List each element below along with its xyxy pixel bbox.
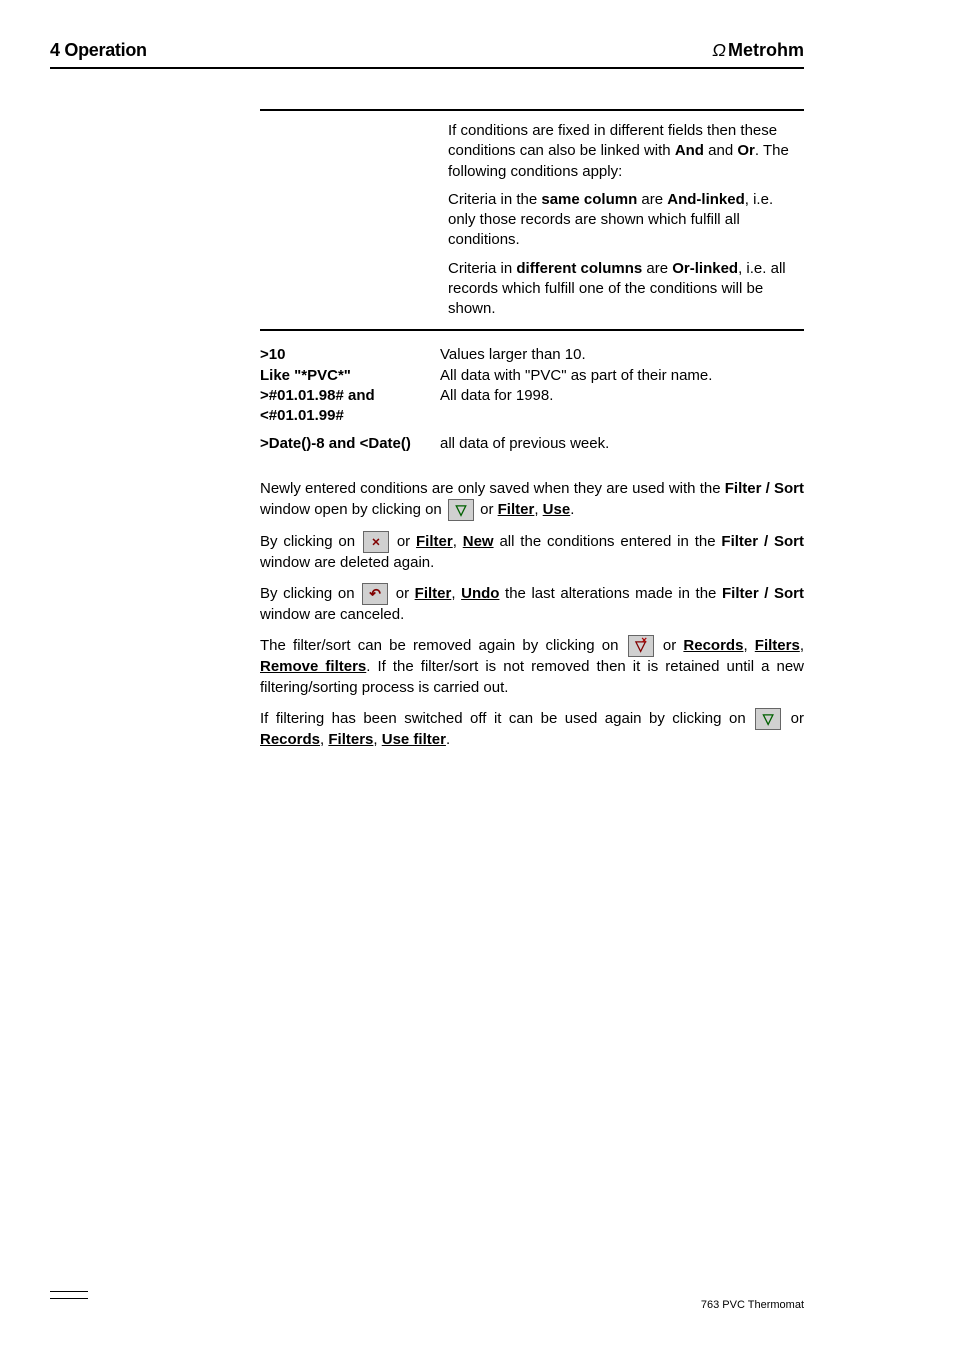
example-left: >#01.01.98# and <#01.01.99# xyxy=(260,386,430,427)
example-row: >10 Values larger than 10. xyxy=(260,345,804,365)
example-left: Like "*PVC*" xyxy=(260,366,430,386)
funnel-icon[interactable]: ▽ xyxy=(755,708,781,730)
linked-conditions-table: If conditions are fixed in different fie… xyxy=(260,117,804,323)
paragraph-delete-conditions: By clicking on × or Filter, New all the … xyxy=(260,531,804,573)
page: 4 Operation ΩMetrohm If conditions are f… xyxy=(0,0,954,1351)
undo-icon[interactable]: ↶ xyxy=(362,583,388,605)
paragraph-remove-filter: The filter/sort can be removed again by … xyxy=(260,635,804,698)
example-left: >10 xyxy=(260,345,430,365)
page-number-line xyxy=(50,1298,88,1299)
footer-text: 763 PVC Thermomat xyxy=(701,1299,804,1311)
cond-text-2: Criteria in the same column are And-link… xyxy=(442,186,804,255)
example-left: >Date()-8 and <Date() xyxy=(260,434,430,454)
page-header: 4 Operation ΩMetrohm xyxy=(50,40,804,69)
funnel-icon[interactable]: ▽ xyxy=(448,499,474,521)
funnel-remove-icon[interactable]: ▽× xyxy=(628,635,654,657)
example-row: Like "*PVC*" All data with "PVC" as part… xyxy=(260,366,804,386)
cond-text-3: Criteria in different columns are Or-lin… xyxy=(442,255,804,324)
linked-conditions-box: If conditions are fixed in different fie… xyxy=(260,109,804,331)
content-area: If conditions are fixed in different fie… xyxy=(260,109,804,750)
header-section-title: 4 Operation xyxy=(50,40,712,61)
example-right: all data of previous week. xyxy=(440,434,804,454)
example-right: Values larger than 10. xyxy=(440,345,804,365)
paragraph-save-conditions: Newly entered conditions are only saved … xyxy=(260,479,804,521)
examples-block: >10 Values larger than 10. Like "*PVC*" … xyxy=(260,345,804,454)
cond-text-1: If conditions are fixed in different fie… xyxy=(442,117,804,186)
table-row: Criteria in different columns are Or-lin… xyxy=(260,255,804,324)
page-number-block xyxy=(50,1285,88,1305)
page-number-line xyxy=(50,1291,88,1292)
brand-text: Metrohm xyxy=(728,40,804,61)
paragraph-reuse-filter: If filtering has been switched off it ca… xyxy=(260,708,804,750)
paragraph-undo: By clicking on ↶ or Filter, Undo the las… xyxy=(260,583,804,625)
x-icon[interactable]: × xyxy=(363,531,389,553)
header-brand: ΩMetrohm xyxy=(712,40,804,61)
metrohm-omega-icon: Ω xyxy=(712,40,726,61)
examples-label xyxy=(260,117,442,186)
example-row: >Date()-8 and <Date() all data of previo… xyxy=(260,434,804,454)
table-row: If conditions are fixed in different fie… xyxy=(260,117,804,186)
table-row: Criteria in the same column are And-link… xyxy=(260,186,804,255)
example-right: All data with "PVC" as part of their nam… xyxy=(440,366,804,386)
example-row: >#01.01.98# and <#01.01.99# All data for… xyxy=(260,386,804,427)
example-right: All data for 1998. xyxy=(440,386,804,427)
